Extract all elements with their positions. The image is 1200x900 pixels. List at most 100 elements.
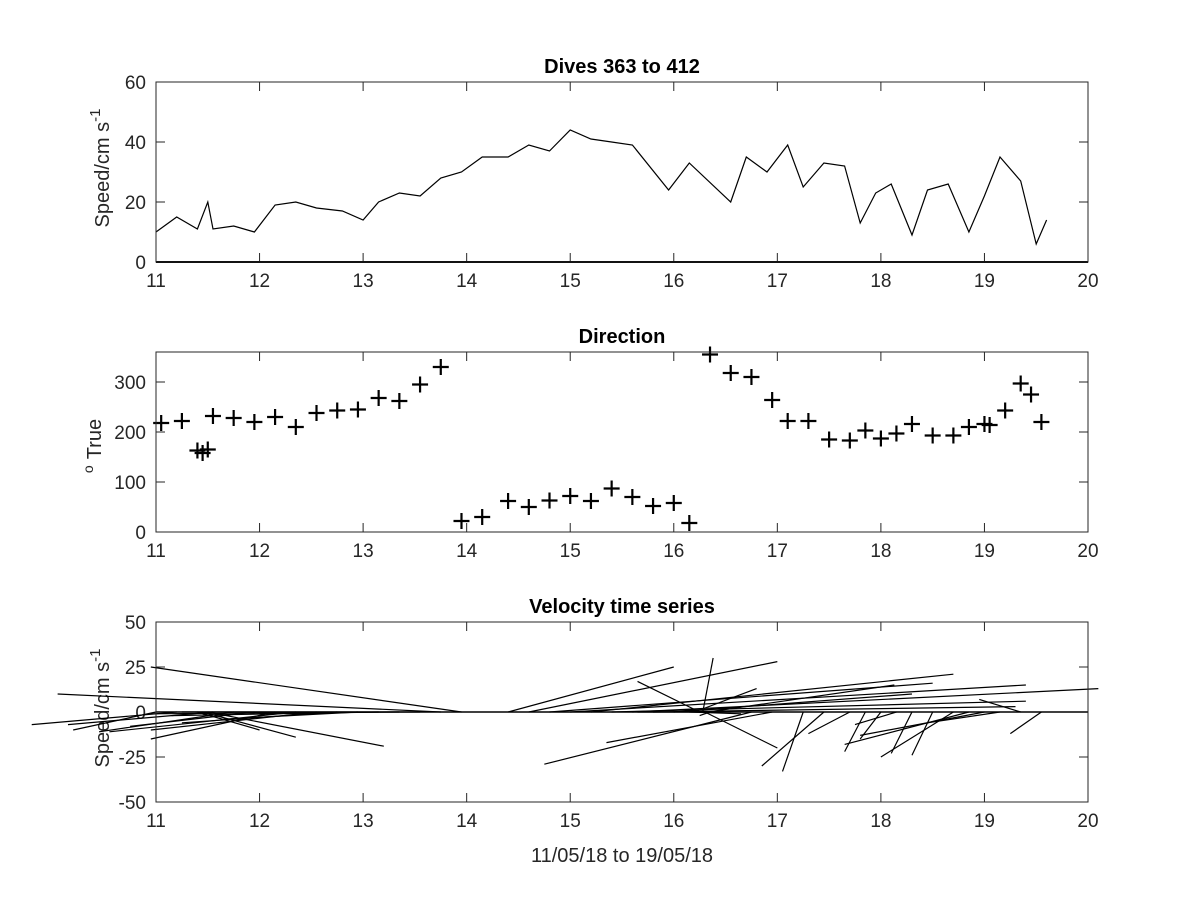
y-tick-label: -25 (119, 748, 146, 769)
direction-point (722, 365, 739, 381)
direction-point (743, 369, 760, 385)
y-tick-label: 300 (114, 373, 146, 394)
velocity-stick (694, 688, 757, 713)
velocity-stick (781, 711, 804, 772)
direction-point (308, 405, 325, 421)
direction-point (287, 419, 304, 435)
y-axis-label: Speed/cm s-1 (87, 649, 114, 768)
x-tick-label: 15 (560, 271, 581, 292)
velocity-stick (704, 711, 778, 749)
y-axis-label-sup: -1 (87, 649, 104, 662)
direction-point (681, 515, 698, 531)
x-tick-label: 19 (974, 811, 995, 832)
direction-point (541, 492, 558, 509)
direction-point (645, 498, 662, 514)
direction-point (857, 422, 874, 439)
x-tick-label: 18 (870, 271, 891, 292)
x-tick-label: 20 (1077, 811, 1098, 832)
x-tick-label: 18 (870, 811, 891, 832)
axes-frame (155, 621, 1089, 803)
velocity-stick (844, 711, 970, 745)
direction-point (945, 427, 962, 444)
direction-point (520, 499, 537, 515)
axes-frame (155, 81, 1089, 263)
velocity-stick (707, 684, 895, 713)
velocity-stick (808, 711, 851, 735)
velocity-stick (911, 711, 934, 756)
plot-area (156, 352, 1088, 532)
velocity-stick (761, 711, 825, 767)
y-axis-label-text: Speed/cm s (92, 662, 114, 768)
velocity-stick (673, 693, 913, 713)
chart-title: Velocity time series (529, 596, 715, 618)
x-tick-label: 14 (456, 811, 478, 832)
speed-line (155, 129, 1048, 246)
velocity-stick (544, 711, 752, 765)
y-axis-label-sup: -1 (87, 109, 104, 122)
x-tick-label: 12 (249, 271, 270, 292)
velocity-stick (549, 682, 933, 713)
x-tick-label: 18 (870, 541, 891, 562)
x-tick-label: 20 (1077, 271, 1098, 292)
x-tick-label: 17 (767, 811, 788, 832)
velocity-stick (590, 673, 954, 713)
y-tick-label: 0 (135, 253, 146, 274)
velocity-stick (860, 711, 985, 736)
speed-panel: Dives 363 to 412 11 12 13 14 15 16 17 18 19 20 0 20 4… (87, 56, 1099, 292)
direction-point (267, 409, 284, 425)
direction-point (246, 414, 263, 430)
x-tick-label: 20 (1077, 541, 1098, 562)
x-axis-label: 11/05/18 to 19/05/18 (531, 845, 713, 867)
x-tick-label: 14 (456, 271, 478, 292)
x-tick-label: 17 (767, 541, 788, 562)
y-tick-label: 200 (114, 423, 146, 444)
direction-point (888, 425, 905, 442)
x-tick-label: 12 (249, 541, 270, 562)
y-tick-label: 25 (125, 658, 146, 679)
direction-point (582, 493, 599, 509)
direction-point (432, 359, 449, 375)
x-tick-label: 11 (146, 271, 166, 292)
chart-title: Direction (579, 326, 666, 348)
velocity-stick (507, 666, 674, 713)
y-tick-label: 0 (135, 523, 146, 544)
direction-point (764, 392, 781, 408)
velocity-stick (979, 698, 1021, 713)
velocity-stick (854, 711, 897, 726)
x-tick-label: 11 (146, 541, 166, 562)
direction-point (997, 402, 1014, 419)
direction-point (225, 410, 242, 426)
x-tick-label: 15 (560, 541, 581, 562)
x-tick-label: 19 (974, 541, 995, 562)
velocity-stick (844, 711, 866, 752)
y-tick-label: 40 (125, 133, 146, 154)
velocity-stick (890, 711, 913, 754)
direction-point (391, 393, 408, 409)
y-tick-label: 50 (125, 613, 146, 634)
x-tick-label: 19 (974, 271, 995, 292)
axes-frame (155, 351, 1089, 533)
x-tick-label: 17 (767, 271, 788, 292)
direction-point (1033, 414, 1050, 430)
plot-area (156, 82, 1088, 262)
velocity-stick (637, 680, 700, 713)
direction-point (474, 509, 491, 525)
direction-point (412, 376, 429, 393)
direction-point (924, 427, 941, 444)
y-tick-label: 60 (125, 73, 146, 94)
velocity-stick (927, 711, 1001, 724)
direction-point (500, 493, 517, 509)
velocity-stick (702, 657, 714, 713)
direction-point (199, 441, 216, 458)
direction-point (665, 495, 682, 511)
direction-point (562, 488, 579, 504)
x-tick-label: 13 (353, 271, 374, 292)
x-tick-label: 16 (663, 271, 684, 292)
chart-title: Dives 363 to 412 (544, 56, 700, 78)
y-axis-label-sup: o (80, 465, 96, 473)
direction-point (960, 419, 977, 435)
direction-point (872, 430, 889, 447)
direction-point (779, 413, 796, 429)
